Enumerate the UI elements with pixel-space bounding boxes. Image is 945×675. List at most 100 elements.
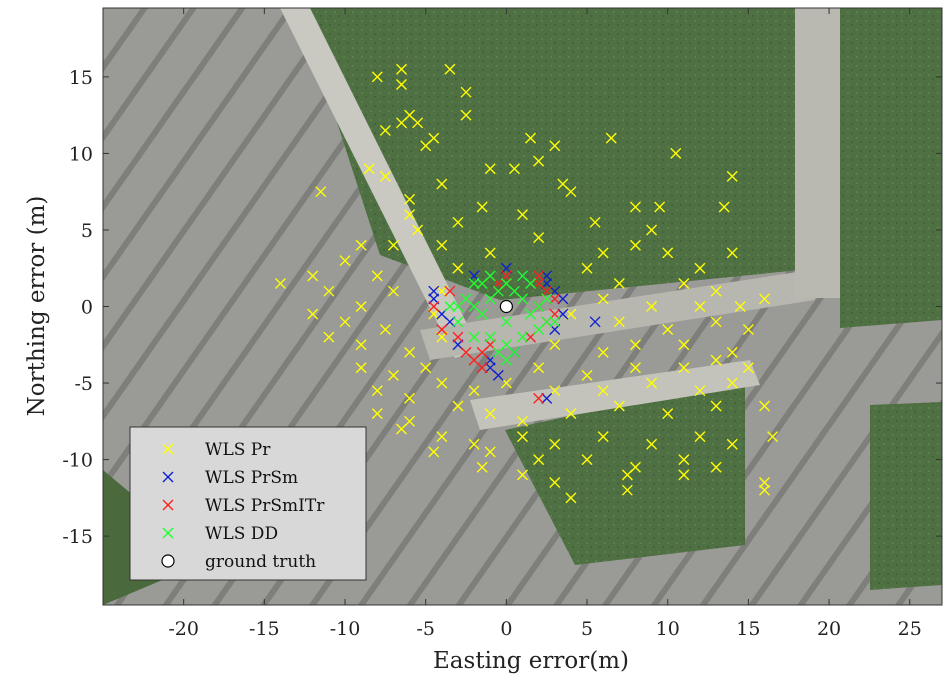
point-wls-dd bbox=[484, 331, 496, 343]
point-wls-pr bbox=[549, 339, 561, 351]
legend-item-wls-pr: WLS Pr bbox=[162, 440, 271, 460]
point-wls-pr bbox=[549, 477, 561, 489]
legend: WLS Pr WLS PrSm WLS PrSmITr WLS DD ground tr… bbox=[129, 426, 367, 581]
legend-item-ground-truth: ground truth bbox=[161, 552, 316, 572]
point-wls-pr bbox=[613, 278, 625, 290]
point-wls-pr bbox=[404, 346, 416, 358]
legend-marker bbox=[162, 443, 174, 455]
point-wls-pr bbox=[597, 293, 609, 305]
legend-item-wls-prsm: WLS PrSm bbox=[162, 468, 298, 488]
point-wls-pr bbox=[533, 362, 545, 374]
point-wls-pr bbox=[767, 431, 779, 443]
point-wls-pr bbox=[621, 469, 633, 481]
point-wls-dd bbox=[541, 293, 553, 305]
point-wls-pr bbox=[654, 201, 666, 213]
point-wls-pr bbox=[395, 79, 407, 91]
point-wls-pr bbox=[549, 140, 561, 152]
point-wls-pr bbox=[565, 186, 577, 198]
point-wls-pr bbox=[759, 484, 771, 496]
point-wls-pr bbox=[726, 377, 738, 389]
point-wls-pr bbox=[476, 201, 488, 213]
point-wls-pr bbox=[718, 201, 730, 213]
legend-label: WLS PrSm bbox=[205, 468, 298, 488]
legend-label: WLS DD bbox=[205, 524, 278, 544]
point-wls-pr bbox=[379, 124, 391, 136]
point-wls-prsmitr bbox=[452, 331, 464, 343]
point-wls-dd bbox=[468, 278, 480, 290]
point-wls-pr bbox=[404, 193, 416, 205]
point-wls-pr bbox=[581, 454, 593, 466]
point-wls-pr bbox=[710, 354, 722, 366]
point-wls-pr bbox=[549, 438, 561, 450]
point-wls-pr bbox=[323, 285, 335, 297]
point-wls-dd bbox=[452, 316, 464, 328]
point-wls-pr bbox=[452, 216, 464, 228]
point-wls-pr bbox=[710, 285, 722, 297]
point-wls-pr bbox=[605, 132, 617, 144]
point-wls-pr bbox=[404, 209, 416, 221]
point-wls-pr bbox=[589, 216, 601, 228]
point-wls-pr bbox=[678, 339, 690, 351]
lawn-northeast bbox=[840, 8, 942, 328]
point-wls-pr bbox=[710, 316, 722, 328]
point-wls-pr bbox=[646, 438, 658, 450]
point-wls-dd bbox=[549, 316, 561, 328]
point-wls-pr bbox=[444, 63, 456, 75]
point-wls-dd bbox=[500, 316, 512, 328]
point-wls-dd bbox=[468, 331, 480, 343]
point-wls-pr bbox=[742, 323, 754, 335]
point-wls-pr bbox=[404, 392, 416, 404]
point-wls-pr bbox=[734, 301, 746, 312]
y-tick-label: 0 bbox=[81, 297, 93, 319]
point-wls-pr bbox=[759, 293, 771, 305]
point-wls-pr bbox=[726, 170, 738, 182]
x-tick-label: 25 bbox=[898, 618, 922, 640]
point-wls-pr bbox=[387, 239, 399, 251]
point-wls-pr bbox=[759, 400, 771, 412]
point-wls-dd bbox=[517, 270, 528, 282]
point-wls-prsm bbox=[541, 392, 553, 404]
point-wls-prsmitr bbox=[533, 392, 545, 404]
x-tick-label: 5 bbox=[581, 618, 593, 640]
point-wls-pr bbox=[355, 339, 367, 351]
point-wls-prsmitr bbox=[436, 323, 448, 335]
point-wls-pr bbox=[678, 278, 690, 290]
point-wls-dd bbox=[444, 301, 456, 312]
lawn-south bbox=[505, 378, 745, 565]
point-wls-pr bbox=[646, 377, 658, 389]
legend-label: WLS PrSmITr bbox=[205, 496, 325, 516]
point-wls-pr bbox=[533, 232, 545, 244]
point-wls-pr bbox=[436, 178, 448, 190]
point-wls-pr bbox=[339, 255, 351, 267]
point-wls-pr bbox=[452, 400, 464, 412]
point-wls-pr bbox=[533, 155, 545, 167]
point-wls-pr bbox=[726, 247, 738, 259]
y-axis-ticks: -15 -10 -5 0 5 10 15 bbox=[62, 67, 942, 548]
point-wls-pr bbox=[694, 262, 706, 274]
point-wls-pr bbox=[379, 323, 391, 335]
lawn-north bbox=[300, 8, 800, 300]
south-path bbox=[470, 360, 760, 430]
point-wls-prsmitr bbox=[428, 301, 440, 312]
series-wls-dd bbox=[444, 270, 561, 366]
point-ground-truth bbox=[499, 299, 513, 314]
point-wls-pr bbox=[387, 369, 399, 381]
point-wls-prsm bbox=[484, 362, 496, 374]
point-wls-pr bbox=[662, 408, 674, 420]
point-wls-pr bbox=[597, 385, 609, 397]
legend-item-wls-prsmitr: WLS PrSmITr bbox=[162, 496, 325, 516]
point-wls-pr bbox=[613, 400, 625, 412]
x-tick-label: -10 bbox=[330, 618, 361, 640]
footpath bbox=[280, 8, 480, 358]
walkway bbox=[420, 270, 815, 360]
series-ground-truth bbox=[499, 299, 513, 314]
point-wls-pr bbox=[420, 362, 432, 374]
point-wls-pr bbox=[379, 170, 391, 182]
series-layer bbox=[274, 63, 779, 504]
y-tick-label: -5 bbox=[74, 373, 93, 395]
point-wls-pr bbox=[597, 346, 609, 358]
point-wls-pr bbox=[613, 316, 625, 328]
lawn-east bbox=[870, 402, 942, 590]
legend-label: WLS Pr bbox=[205, 440, 271, 460]
point-wls-pr bbox=[646, 301, 658, 312]
